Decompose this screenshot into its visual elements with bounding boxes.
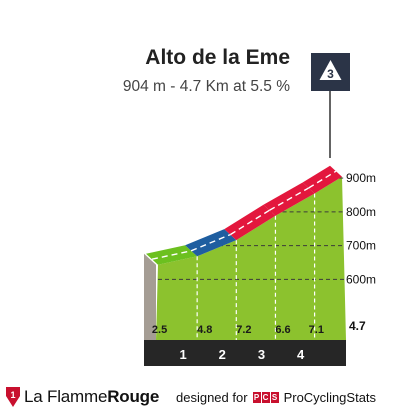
km-band: [144, 340, 346, 366]
gradient-segment: [302, 165, 342, 194]
centerline-dash: [308, 170, 337, 189]
brand-name: La FlammeRouge: [24, 387, 159, 407]
profile-front-face: [156, 176, 346, 340]
gradient-label: 7.1: [309, 324, 324, 336]
centerline-dash: [190, 233, 231, 252]
gradient-label: 2.5: [152, 324, 167, 336]
category-number: 3: [327, 67, 334, 81]
km-marker-label: 3: [258, 347, 265, 362]
km-marker-label: 4: [297, 347, 305, 362]
laflammerouge-logo: 1 La FlammeRouge: [6, 387, 159, 407]
gradient-label: 4.8: [197, 324, 212, 336]
km-marker-label: 1: [180, 347, 187, 362]
climb-title: Alto de la Eme: [145, 46, 290, 69]
category-badge: 3: [311, 53, 350, 91]
pcs-logo-icon: P C S: [252, 392, 279, 403]
profile-end-face: [144, 253, 156, 340]
designed-for-credit: designed for P C S ProCyclingStats: [176, 390, 376, 405]
svg-text:1: 1: [10, 390, 15, 400]
designed-for-text: designed for: [176, 390, 248, 405]
flame-flag-icon: 1: [6, 387, 20, 407]
gradient-label: 7.2: [236, 324, 251, 336]
gradient-label: 6.6: [275, 324, 290, 336]
km-marker-label: 2: [219, 347, 226, 362]
y-tick-label: 700m: [346, 239, 376, 253]
pcs-letter: S: [270, 392, 279, 403]
end-distance-label: 4.7: [349, 319, 366, 333]
climb-profile-chart: Alto de la Eme 904 m - 4.7 Km at 5.5 % 3…: [123, 46, 376, 366]
profile-plot: 900m 800m 700m 600m 1 2 3 4 4.7 2.5 4.8 7.2 6.6 7.1: [144, 165, 376, 366]
brand-prefix: La Flamme: [24, 387, 108, 406]
centerline-dash: [151, 250, 192, 260]
climb-summary: 904 m - 4.7 Km at 5.5 %: [123, 78, 290, 95]
pcs-letter: P: [252, 392, 261, 403]
brand-suffix: Rouge: [107, 387, 160, 406]
y-tick-label: 900m: [346, 171, 376, 185]
pcs-letter: C: [261, 392, 270, 403]
centerline-dash: [229, 209, 270, 236]
centerline-dash: [269, 187, 309, 211]
y-tick-label: 800m: [346, 205, 376, 219]
pcs-name: ProCyclingStats: [283, 390, 377, 405]
y-tick-label: 600m: [346, 272, 376, 286]
